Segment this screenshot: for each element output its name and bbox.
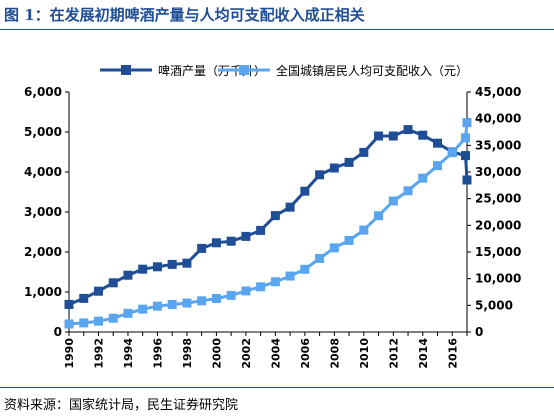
series-2-point: [447, 148, 457, 158]
figure-title: 图 1：在发展初期啤酒产量与人均可支配收入成正相关: [4, 6, 365, 24]
series-1-point: [388, 131, 398, 141]
series-2-point: [403, 186, 413, 196]
series-1-point: [270, 211, 280, 221]
series-1-point: [433, 138, 443, 148]
x-tick-label: 2008: [328, 338, 341, 369]
series-1-point: [462, 175, 472, 185]
x-tick-label: 1998: [181, 338, 194, 369]
series-2-point: [108, 313, 118, 323]
series-1-point: [211, 238, 221, 248]
series-2-point: [344, 235, 354, 245]
legend-label-2: 全国城镇居民人均可支配收入（元）: [276, 63, 468, 78]
series-2-point: [359, 225, 369, 235]
series-1-point: [108, 278, 118, 288]
legend-marker-2: [239, 65, 249, 75]
right-tick-label: 25,000: [475, 192, 521, 206]
series-2-point: [182, 298, 192, 308]
x-tick-label: 2012: [387, 338, 400, 369]
right-tick-label: 35,000: [475, 138, 521, 152]
x-tick-label: 2004: [269, 338, 282, 369]
x-tick-label: 1996: [151, 338, 164, 369]
series-1-point: [256, 225, 266, 235]
right-tick-label: 0: [475, 325, 483, 339]
left-tick-label: 1,000: [24, 285, 62, 299]
source-divider: [0, 387, 554, 388]
series-2-point: [461, 133, 471, 143]
title-divider: [0, 29, 554, 30]
right-tick-label: 10,000: [475, 272, 521, 286]
series-2-point: [138, 304, 148, 314]
series-2-point: [93, 316, 103, 326]
legend-marker-1: [121, 65, 131, 75]
left-tick-label: 6,000: [24, 85, 62, 99]
dual-axis-line-chart: 0 1,000 2,000 3,000 4,000 5,000 6,000 0 5,000 10,…: [24, 63, 521, 369]
series-2-point: [79, 318, 89, 328]
x-tick-label: 2014: [417, 338, 430, 369]
x-tick-label: 1992: [92, 338, 105, 369]
left-tick-label: 3,000: [24, 205, 62, 219]
left-tick-label: 0: [54, 325, 62, 339]
series-2-point: [64, 319, 74, 329]
series-2-point: [241, 286, 251, 296]
right-tick-label: 45,000: [475, 85, 521, 99]
series-2-point: [285, 271, 295, 281]
series-2-point: [462, 118, 472, 128]
series-2-point: [270, 277, 280, 287]
x-tick-label: 1994: [122, 338, 135, 369]
series-1-point: [359, 147, 369, 157]
left-tick-label: 2,000: [24, 245, 62, 259]
series-2-point: [418, 173, 428, 183]
left-tick-label: 4,000: [24, 165, 62, 179]
x-tick-label: 2006: [299, 338, 312, 369]
series-2-point: [152, 301, 162, 311]
series-2-point: [315, 253, 325, 263]
series-1-point: [241, 231, 251, 241]
series-2-point: [226, 290, 236, 300]
right-tick-label: 40,000: [475, 112, 521, 126]
series-1-point: [300, 186, 310, 196]
series-2-point: [256, 282, 266, 292]
source-note: 资料来源：国家统计局，民生证券研究院: [4, 398, 239, 413]
series-1-point: [79, 293, 89, 303]
series-1-point: [329, 163, 339, 173]
x-tick-label: 2016: [446, 338, 459, 369]
series-1-point: [226, 236, 236, 246]
series-2-point: [374, 211, 384, 221]
series-1-point: [93, 286, 103, 296]
series-1-point: [123, 270, 133, 280]
series-2-point: [123, 308, 133, 318]
right-tick-label: 15,000: [475, 245, 521, 259]
series-1-point: [418, 130, 428, 140]
series-1-point: [461, 151, 471, 161]
series-2-point: [211, 294, 221, 304]
series-1-point: [197, 243, 207, 253]
series-1-point: [403, 125, 413, 135]
series-1-point: [374, 131, 384, 141]
series-1-point: [64, 299, 74, 309]
series-2-point: [433, 161, 443, 171]
series-1-point: [152, 262, 162, 272]
series-2-point: [300, 264, 310, 274]
series-1-point: [315, 170, 325, 180]
series-2-point: [197, 296, 207, 306]
x-tick-label: 2010: [358, 338, 371, 369]
x-tick-label: 2000: [210, 338, 223, 369]
series-1-point: [344, 157, 354, 167]
series-1-point: [285, 202, 295, 212]
series-1-point: [167, 259, 177, 269]
series-1-point: [138, 264, 148, 274]
series-1-point: [182, 258, 192, 268]
left-tick-label: 5,000: [24, 125, 62, 139]
series-2-point: [388, 196, 398, 206]
right-tick-label: 5,000: [475, 298, 513, 312]
right-tick-label: 30,000: [475, 165, 521, 179]
x-tick-label: 1990: [63, 338, 76, 369]
x-tick-label: 2002: [240, 338, 253, 369]
series-2-point: [329, 243, 339, 253]
series-2-point: [167, 299, 177, 309]
right-tick-label: 20,000: [475, 218, 521, 232]
